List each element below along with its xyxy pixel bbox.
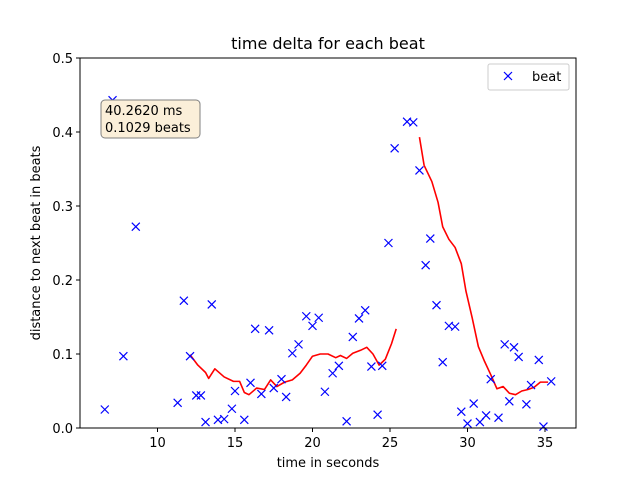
beat-point [308,321,317,331]
beat-point [264,325,274,335]
trend-line-segment [418,137,549,396]
beat-point [463,419,472,428]
beat-point [100,405,110,414]
beat-point [173,398,183,408]
beat-point [131,222,141,232]
beat-point [421,260,431,270]
beat-point [287,348,297,358]
legend-marker-beat [503,71,513,81]
beat-point [377,361,387,371]
y-tick-label: 0.3 [52,200,73,215]
beat-point [500,339,510,349]
x-tick-label: 15 [227,436,244,451]
beat-point [456,407,466,417]
x-tick-label: 10 [149,436,166,451]
trend-line-segment [189,328,397,396]
annotation-line-1: 40.2620 ms [105,104,183,119]
y-tick-label: 0.0 [52,422,73,437]
y-tick-label: 0.5 [52,52,73,67]
y-tick-label: 0.4 [52,126,73,141]
legend-label-beat: beat [532,70,561,85]
beat-point [281,392,291,402]
beat-point [334,361,344,371]
beat-point [320,387,330,397]
plot-area [100,95,556,431]
y-tick-label: 0.1 [52,348,73,363]
beat-point [201,417,210,427]
beat-point [185,351,195,361]
beat-point [450,322,460,332]
beat-point [534,355,544,365]
beat-point [196,391,206,400]
legend: beat [487,63,570,91]
beat-point [494,413,503,423]
beat-point [366,362,376,372]
annotation-background [100,99,201,139]
beat-point [481,410,491,420]
beat-point [219,414,229,424]
beat-point [486,374,496,384]
beat-point [227,404,237,414]
beat-point [504,396,514,406]
beat-point [469,399,479,409]
beat-point [373,410,383,420]
x-tick-label: 30 [459,436,476,451]
beat-point [256,389,266,399]
marker-layer [100,95,556,431]
x-tick-label: 20 [304,436,321,451]
beat-point [342,416,352,426]
beat-point [246,378,255,388]
beat-point [546,376,556,386]
legend-frame [487,63,570,91]
beat-point [509,342,519,352]
beat-point [230,386,240,396]
beat-point [179,296,189,306]
x-tick-label: 35 [537,436,554,451]
beat-point [314,313,324,323]
y-axis-label: distance to next beat in beats [29,145,44,340]
y-axis-ticks: 0.0 0.1 0.2 0.3 0.4 0.5 [52,52,80,437]
beat-point [526,380,536,390]
beat-point [354,314,364,323]
y-tick-label: 0.2 [52,274,73,289]
beat-point [415,166,424,175]
beat-point [269,383,279,393]
beat-point [521,399,531,409]
beat-point [360,305,370,315]
beat-point [390,143,400,153]
x-axis-label: time in seconds [277,456,380,471]
chart-title: time delta for each beat [231,34,425,53]
beat-point [328,368,338,378]
beat-point [514,352,524,362]
beat-point [408,117,418,127]
beat-point [118,351,128,361]
axes-frame [79,57,577,429]
beat-point [432,300,441,310]
beat-point [425,234,435,243]
x-axis-ticks: 10 15 20 25 30 35 [149,428,553,451]
beat-point [301,311,311,321]
x-tick-label: 25 [382,436,399,451]
beat-point [294,339,303,349]
beat-point [438,357,448,367]
line-layer [189,137,549,396]
annotation-box: 40.2620 ms 0.1029 beats [100,99,201,139]
beat-point [239,415,249,425]
beat-point [250,324,260,334]
beat-point [207,299,217,309]
beat-point [539,422,548,431]
beat-point [348,332,358,342]
annotation-line-2: 0.1029 beats [105,121,191,136]
beat-point [384,238,393,248]
beat-point [277,374,286,384]
